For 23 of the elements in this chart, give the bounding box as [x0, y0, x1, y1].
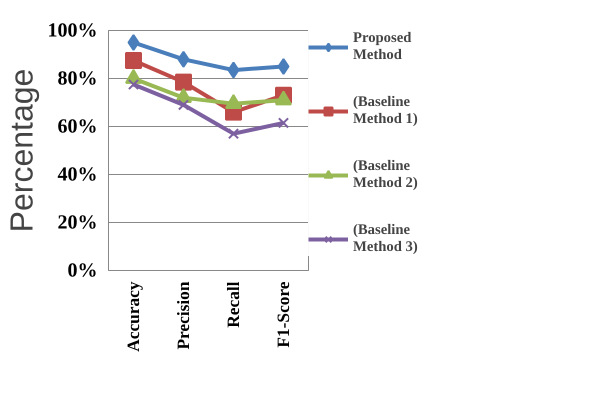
legend-label: (Baseline Method 3)	[353, 222, 418, 256]
point	[278, 117, 290, 128]
point	[125, 52, 142, 69]
point	[128, 34, 140, 51]
point	[175, 74, 192, 91]
legend-label: Proposed Method	[353, 30, 412, 64]
x-tick-label: Accuracy	[124, 281, 143, 352]
y-tick-label: 60%	[58, 116, 98, 138]
point	[128, 78, 140, 90]
point	[228, 128, 240, 140]
y-axis-title: Percentage	[4, 68, 40, 232]
x-tick-label: F1-Score	[274, 281, 293, 348]
x-tick-label: Precision	[174, 281, 193, 350]
legend-label: (Baseline Method 1)	[353, 94, 418, 128]
y-tick-label: 100%	[48, 20, 98, 42]
y-tick-label: 80%	[58, 68, 98, 90]
y-tick-label: 40%	[58, 164, 98, 186]
y-tick-label: 20%	[58, 212, 98, 234]
legend-label: (Baseline Method 2)	[353, 158, 418, 192]
y-tick-label: 0%	[68, 260, 98, 282]
point	[278, 58, 290, 75]
point	[178, 99, 190, 110]
x-tick-label: Recall	[224, 281, 243, 328]
